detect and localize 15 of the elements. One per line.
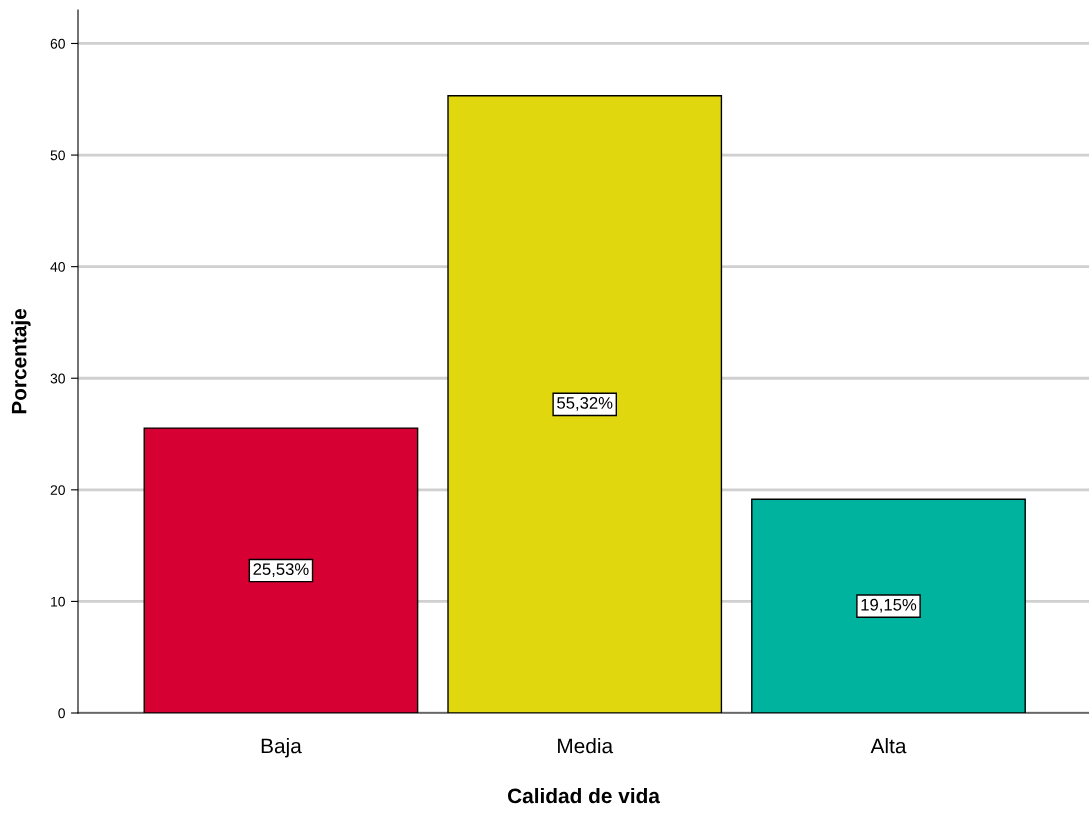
y-tick-label: 40 [50, 261, 65, 272]
y-tick-label: 60 [50, 38, 65, 49]
y-tick-label: 10 [51, 596, 65, 607]
data-label: 19,15% [861, 598, 917, 613]
x-tick-label: Baja [261, 738, 302, 758]
x-tick-label: Alta [870, 738, 907, 754]
y-tick-label: 30 [50, 373, 65, 384]
y-tick-label: 20 [50, 485, 65, 495]
y-tick-label: 0 [58, 708, 65, 719]
data-label: 55,32% [557, 397, 613, 411]
y-axis-title: Porcentaje [11, 308, 31, 414]
x-tick-label: Media [558, 738, 614, 754]
data-label: 25,53% [253, 563, 309, 577]
x-axis-title: Calidad de vida [507, 787, 661, 804]
y-tick-label: 50 [50, 150, 65, 161]
